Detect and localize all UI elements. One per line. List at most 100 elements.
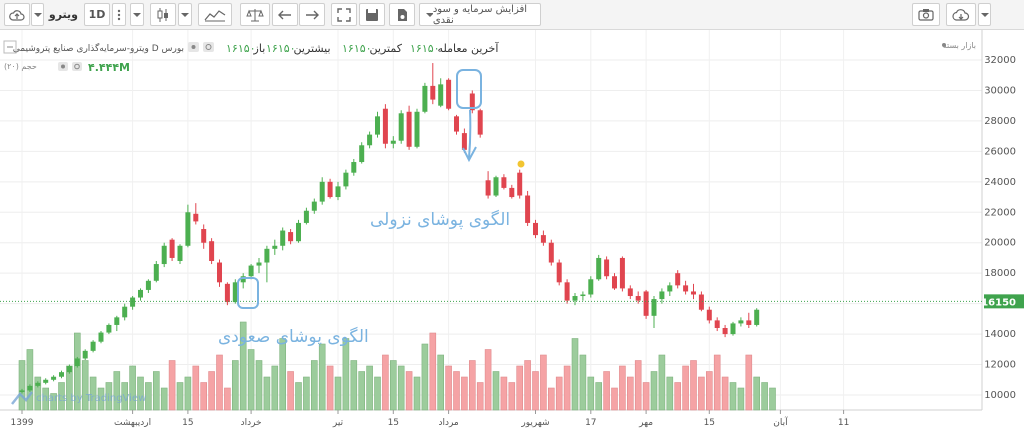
volume-bar (239, 321, 247, 411)
candle-body (106, 324, 112, 333)
volume-bar (595, 382, 603, 411)
interval-label: 1D (88, 8, 106, 21)
price-tick-label: 32000 (984, 55, 1016, 66)
event-marker-icon[interactable] (517, 160, 525, 168)
candle-body (406, 111, 412, 147)
volume-bar (74, 332, 81, 411)
last-value: ۱۶۱۵۰ (410, 42, 440, 55)
candle-body (564, 282, 570, 301)
price-tick-label: 28000 (984, 116, 1016, 127)
price-chart[interactable]: 1000012000140001600018000200002200024000… (0, 30, 1024, 432)
indicator-template-select[interactable]: افزایش سرمایه و سود نقدی (419, 3, 541, 26)
undo-icon (278, 10, 291, 19)
indicators-button[interactable] (198, 3, 232, 26)
volume-bar (26, 349, 34, 411)
candle-body (667, 285, 673, 292)
load-layout-button[interactable] (389, 3, 415, 26)
candle-body (311, 201, 317, 211)
volume-bar (89, 376, 97, 411)
volume-bar (532, 371, 539, 411)
candle-body (517, 172, 523, 196)
current-price-tag (984, 294, 1024, 309)
volume-bar (382, 354, 389, 411)
redo-button[interactable] (299, 3, 325, 26)
candle-body (272, 245, 278, 249)
redo-icon (306, 10, 319, 19)
volume-bar (303, 376, 310, 411)
candle-body (746, 320, 752, 325)
caret-down-icon (33, 12, 42, 17)
volume-bar (405, 371, 413, 411)
save-layout-button[interactable] (359, 3, 385, 26)
bullish-highlight-box (237, 277, 259, 309)
upload-button[interactable] (4, 3, 30, 26)
caret-down-icon (980, 12, 989, 17)
volume-bar (318, 343, 326, 411)
candle-body (193, 213, 199, 222)
candle-body (177, 245, 183, 261)
save-cloud-button[interactable] (946, 3, 976, 26)
candle-body (74, 358, 80, 367)
compare-button[interactable] (240, 3, 270, 26)
indicators-icon (204, 9, 226, 21)
fullscreen-button[interactable] (331, 3, 357, 26)
price-tick-label: 22000 (984, 207, 1016, 218)
price-tick-label: 10000 (984, 390, 1016, 401)
candle-body (19, 390, 25, 392)
candle-body (525, 195, 531, 223)
undo-button[interactable] (272, 3, 298, 26)
legend-collapse-icon[interactable] (3, 40, 17, 54)
document-icon (398, 8, 407, 21)
candle-body (683, 285, 689, 292)
time-axis[interactable]: 1399 اردیبهشت 15 خرداد تیر 15 مرداد شهریور 17 مهر… (11, 410, 850, 428)
candle-body (27, 385, 33, 391)
volume-bar (397, 365, 405, 411)
chart-type-dropdown-button[interactable] (178, 3, 192, 26)
volume-bar (642, 382, 650, 411)
upload-dropdown-button[interactable] (31, 3, 44, 26)
volume-bar (350, 360, 358, 411)
legend-eye-icon[interactable] (188, 42, 199, 52)
volume-eye-icon[interactable] (58, 62, 68, 71)
symbol-search[interactable]: ویترو (6, 3, 78, 26)
candle-body (675, 273, 681, 286)
status-dot-icon (942, 43, 946, 47)
candle-body (430, 85, 436, 100)
candle-body (145, 280, 151, 290)
volume-bar (753, 376, 761, 411)
low-label: کمترین (370, 42, 403, 55)
chart-canvas[interactable]: 1000012000140001600018000200002200024000… (0, 30, 1024, 432)
chart-type-button[interactable] (150, 3, 176, 26)
candle-body (588, 279, 594, 295)
volume-bar (737, 387, 745, 411)
candle-body (201, 229, 207, 243)
candle-body (130, 297, 136, 307)
time-tick-label: 1399 (11, 418, 34, 428)
low-value: ۱۶۱۵۰ (342, 42, 372, 55)
open-label: باز (253, 42, 266, 55)
volume-settings-icon[interactable] (72, 62, 82, 71)
interval-dropdown-button[interactable] (130, 3, 144, 26)
volume-bar (429, 332, 437, 411)
candle-body (138, 289, 143, 298)
candle-body (224, 283, 230, 303)
snapshot-button[interactable] (912, 3, 940, 26)
legend-ohlc: باز۱۶۱۵۰ (226, 42, 265, 55)
volume-bar (468, 360, 476, 411)
time-tick-label: شهریور (520, 418, 549, 428)
candles (19, 63, 760, 394)
volume-bar (232, 360, 239, 411)
bullish-label: الگوی پوشای صعودی (218, 326, 369, 347)
price-axis[interactable]: 1000012000140001600018000200002200024000… (981, 55, 1024, 401)
interval-button[interactable]: 1D (84, 3, 110, 26)
caret-down-icon (133, 12, 141, 17)
volume-bar (263, 376, 271, 411)
candle-body (438, 84, 444, 106)
save-dropdown-button[interactable] (978, 3, 991, 26)
legend-settings-icon[interactable] (203, 42, 214, 52)
volume-bar (176, 382, 184, 411)
candle-body (722, 328, 728, 335)
interval-menu-button[interactable] (112, 3, 126, 26)
time-tick-label: 15 (388, 418, 399, 428)
candle-body (446, 79, 452, 109)
